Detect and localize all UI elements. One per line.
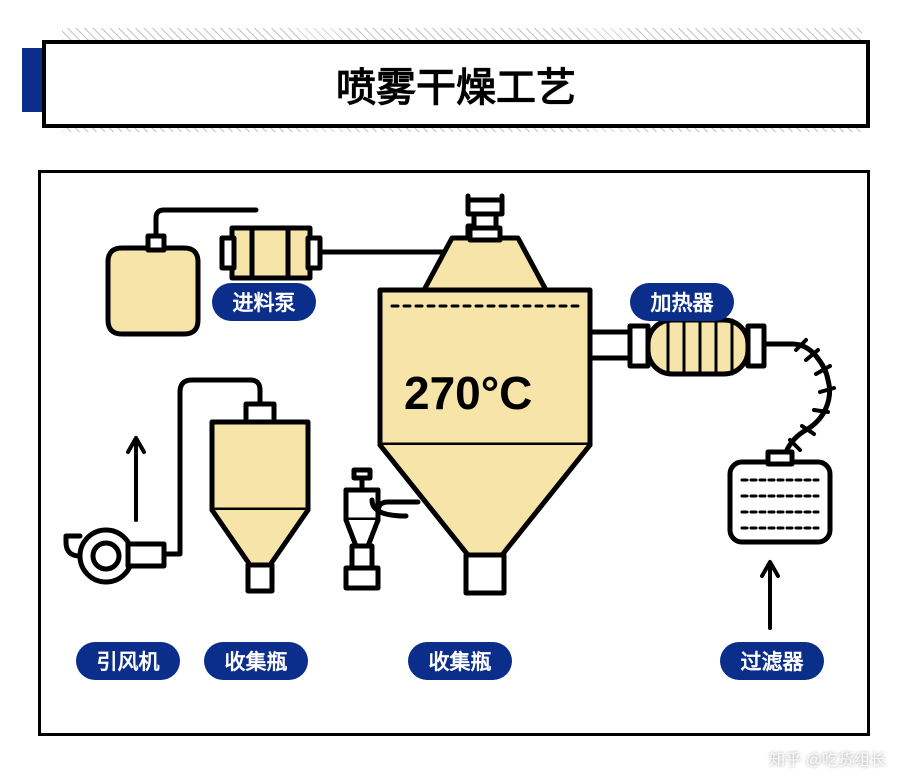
label-feed-pump-text: 进料泵 [233,287,296,317]
dryer-temperature: 270°C [404,366,532,420]
label-heater: 加热器 [630,283,734,321]
label-feed-pump: 进料泵 [212,283,316,321]
label-blower-text: 引风机 [97,646,160,676]
watermark: 知乎 @吃货组长 [769,746,886,770]
label-heater-text: 加热器 [651,287,714,317]
label-collector-2: 收集瓶 [408,642,512,680]
label-filter: 过滤器 [720,642,824,680]
label-collector-2-text: 收集瓶 [429,646,492,676]
label-filter-text: 过滤器 [741,646,804,676]
label-collector-1-text: 收集瓶 [225,646,288,676]
label-collector-1: 收集瓶 [204,642,308,680]
label-blower: 引风机 [76,642,180,680]
